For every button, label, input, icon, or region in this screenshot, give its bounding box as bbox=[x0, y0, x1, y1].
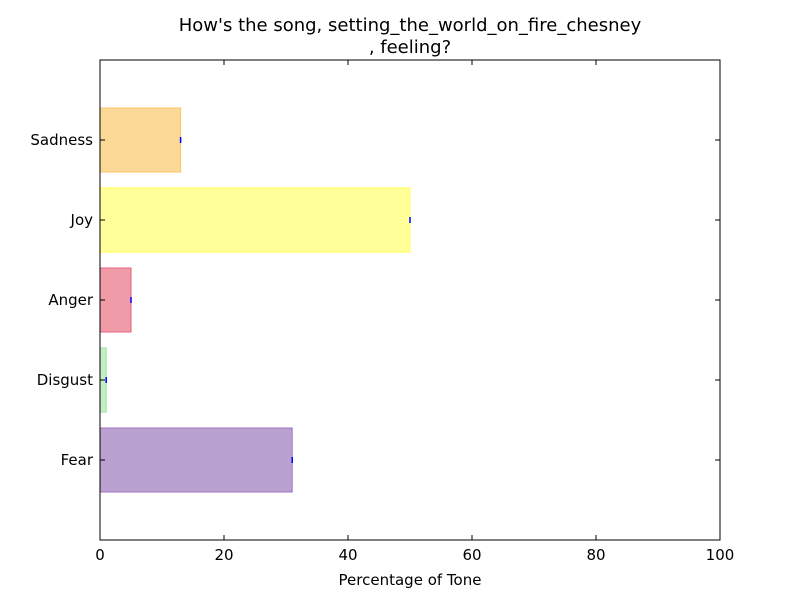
x-tick-label-40: 40 bbox=[338, 546, 357, 564]
bar-sadness bbox=[99, 107, 182, 173]
y-tick-label-fear: Fear bbox=[61, 451, 94, 469]
x-tick-label-80: 80 bbox=[586, 546, 605, 564]
y-tick-label-sadness: Sadness bbox=[30, 131, 93, 149]
x-tick-label-20: 20 bbox=[214, 546, 233, 564]
x-axis-label: Percentage of Tone bbox=[339, 571, 482, 589]
x-tick-label-60: 60 bbox=[462, 546, 481, 564]
y-tick-label-disgust: Disgust bbox=[37, 371, 93, 389]
ticks-group: Fear Disgust Anger Joy Sadness 0 20 40 60 80 100 bbox=[30, 60, 734, 564]
chart-title-line-1: How's the song, setting_the_world_on_fir… bbox=[179, 15, 642, 36]
x-tick-label-100: 100 bbox=[706, 546, 735, 564]
chart-title-line-2: , feeling? bbox=[369, 37, 451, 58]
bar-fear bbox=[99, 427, 293, 493]
x-tick-label-0: 0 bbox=[95, 546, 105, 564]
plot-area-frame bbox=[99, 59, 721, 541]
bar-anger bbox=[99, 267, 132, 333]
bars-group bbox=[99, 107, 411, 493]
y-tick-label-anger: Anger bbox=[48, 291, 94, 309]
bar-joy bbox=[99, 187, 411, 253]
y-tick-label-joy: Joy bbox=[70, 211, 94, 229]
